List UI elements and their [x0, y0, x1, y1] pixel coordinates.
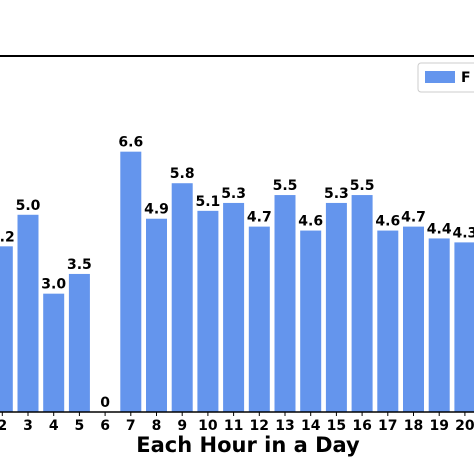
- bar: [68, 273, 90, 412]
- x-tick-label: 19: [429, 418, 448, 434]
- x-tick-label: 10: [198, 418, 218, 434]
- x-tick-label: 11: [224, 418, 243, 434]
- data-label: 4.2: [0, 229, 15, 245]
- x-tick-label: 14: [301, 418, 321, 434]
- data-label: 4.6: [375, 214, 400, 230]
- x-tick-label: 18: [404, 418, 423, 434]
- bar: [146, 218, 167, 412]
- bar: [43, 293, 65, 412]
- x-tick-label: 16: [352, 418, 371, 434]
- x-tick-label: 17: [378, 418, 397, 434]
- bar: [428, 238, 450, 412]
- bar: [351, 195, 373, 412]
- data-label: 5.3: [221, 186, 246, 202]
- x-tick-label: 15: [327, 418, 346, 434]
- x-tick-label: 13: [275, 418, 294, 434]
- data-label: 5.0: [16, 198, 41, 214]
- bar: [300, 230, 322, 412]
- bar: [197, 210, 219, 412]
- bar: [274, 195, 296, 412]
- x-tick-label: 6: [100, 418, 110, 434]
- data-label: 5.3: [324, 186, 349, 202]
- x-tick-label: 20: [455, 418, 474, 434]
- data-label: 0: [100, 395, 110, 411]
- bar: [454, 242, 474, 412]
- bar: [0, 246, 13, 412]
- data-label: 3.5: [67, 257, 92, 273]
- data-label: 6.6: [118, 135, 143, 151]
- data-label: 4.3: [452, 225, 474, 241]
- x-tick-label: 7: [126, 418, 136, 434]
- data-label: 5.8: [170, 166, 195, 182]
- x-tick-label: 5: [75, 418, 85, 434]
- data-label: 4.7: [401, 210, 426, 226]
- bar: [325, 202, 347, 412]
- bar: [403, 226, 424, 412]
- x-tick-label: 8: [152, 418, 162, 434]
- bar: [17, 214, 39, 412]
- data-label: 5.5: [273, 178, 298, 194]
- legend-label: F: [461, 70, 471, 86]
- data-label: 5.1: [195, 194, 220, 210]
- data-label: 4.9: [144, 202, 169, 218]
- data-label: 5.5: [350, 178, 375, 194]
- bar: [171, 183, 193, 412]
- bar: [377, 230, 399, 412]
- legend-swatch: [425, 71, 455, 83]
- x-tick-label: 12: [250, 418, 269, 434]
- x-tick-label: 3: [23, 418, 33, 434]
- x-tick-label: 4: [49, 418, 59, 434]
- data-label: 4.7: [247, 210, 272, 226]
- x-tick-label: 2: [0, 418, 7, 434]
- bar: [248, 226, 270, 412]
- data-label: 4.6: [298, 214, 323, 230]
- data-label: 3.0: [41, 277, 66, 293]
- bar: [223, 202, 245, 412]
- data-label: 4.4: [427, 221, 452, 237]
- x-axis-label: Each Hour in a Day: [136, 433, 360, 457]
- bar: [120, 151, 142, 412]
- x-tick-label: 9: [177, 418, 187, 434]
